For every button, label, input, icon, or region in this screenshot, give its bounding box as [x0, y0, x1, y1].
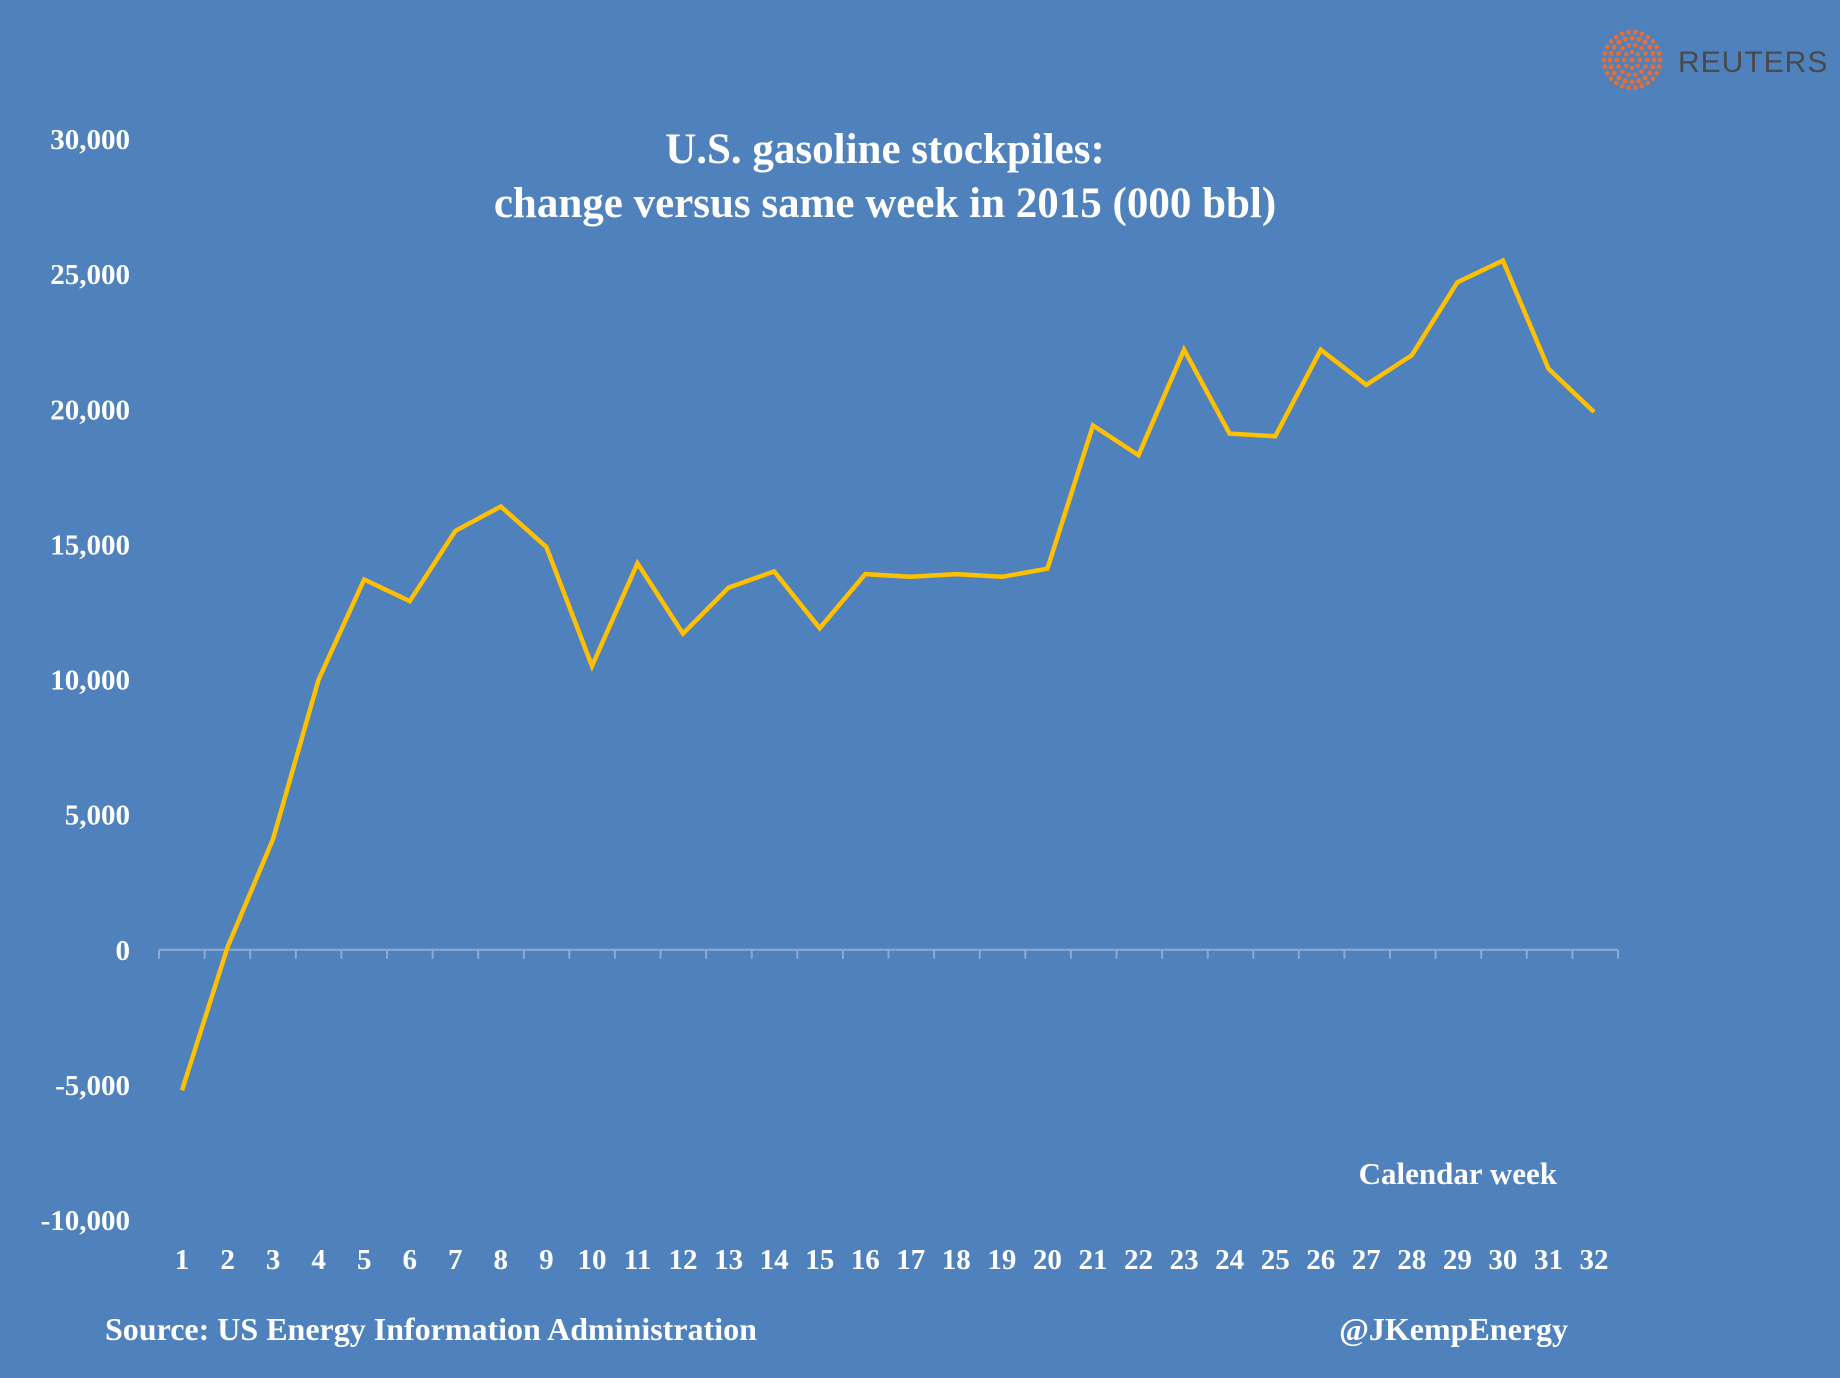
brand-logo: REUTERS	[1601, 29, 1828, 91]
brand-name: REUTERS	[1678, 46, 1828, 79]
x-tick-label: 24	[1215, 1244, 1244, 1276]
x-tick-label: 13	[714, 1244, 743, 1276]
x-tick-label: 10	[578, 1244, 607, 1276]
x-tick-label: 29	[1443, 1244, 1472, 1276]
x-tick-label: 17	[896, 1244, 925, 1276]
x-tick-label: 7	[448, 1244, 463, 1276]
x-tick-label: 2	[220, 1244, 235, 1276]
series-line	[179, 257, 1596, 1091]
series-layer	[179, 257, 1596, 1091]
x-tick-label: 12	[669, 1244, 698, 1276]
y-tick-label: 10,000	[50, 665, 130, 697]
y-tick-label: 0	[116, 935, 131, 967]
x-tick-label: 21	[1079, 1244, 1108, 1276]
y-tick-label: 5,000	[65, 800, 130, 832]
x-axis-label: Calendar week	[1359, 1156, 1558, 1191]
x-tick-label: 27	[1352, 1244, 1381, 1276]
y-tick-label: 20,000	[50, 394, 130, 426]
x-tick-label: 28	[1397, 1244, 1426, 1276]
x-tick-label: 26	[1306, 1244, 1335, 1276]
x-tick-label: 6	[403, 1244, 418, 1276]
x-tick-label: 25	[1261, 1244, 1290, 1276]
x-tick-label: 32	[1580, 1244, 1609, 1276]
x-tick-label: 23	[1170, 1244, 1199, 1276]
x-tick-label: 11	[624, 1244, 651, 1276]
y-tick-label: -5,000	[55, 1070, 130, 1102]
x-tick-label: 22	[1124, 1244, 1153, 1276]
x-tick-label: 30	[1488, 1244, 1517, 1276]
x-tick-label: 15	[805, 1244, 834, 1276]
x-tick-label: 20	[1033, 1244, 1062, 1276]
y-tick-label: -10,000	[41, 1205, 130, 1237]
y-axis-tick-labels: 30,000 25,000 20,000 15,000 10,000 5,000 0 -5,0…	[41, 124, 130, 1237]
x-tick-label: 14	[760, 1244, 789, 1276]
x-tick-label: 16	[851, 1244, 880, 1276]
x-tick-label: 18	[942, 1244, 971, 1276]
x-tick-label: 5	[357, 1244, 372, 1276]
reuters-dots-logo-icon	[1601, 29, 1663, 91]
x-tick-label: 3	[266, 1244, 281, 1276]
author-handle: @JKempEnergy	[1339, 1311, 1568, 1347]
x-axis	[158, 948, 1619, 959]
y-tick-label: 15,000	[50, 529, 130, 561]
x-tick-label: 19	[987, 1244, 1016, 1276]
y-tick-label: 25,000	[50, 259, 130, 291]
y-tick-label: 30,000	[50, 124, 130, 156]
x-axis-tick-labels: 1 2 3 4 5 6 7 8 9 10 11 12 13 14 15 16 17 18 19 20 21 22 23 24 2…	[175, 1244, 1609, 1276]
x-tick-label: 4	[311, 1244, 326, 1276]
x-tick-label: 8	[494, 1244, 509, 1276]
x-tick-label: 1	[175, 1244, 190, 1276]
chart-title-line-2: change versus same week in 2015 (000 bbl…	[494, 180, 1276, 227]
chart-title-line-1: U.S. gasoline stockpiles:	[665, 126, 1105, 173]
source-note: Source: US Energy Information Administra…	[105, 1311, 757, 1347]
x-tick-label: 31	[1534, 1244, 1563, 1276]
x-tick-label: 9	[539, 1244, 554, 1276]
